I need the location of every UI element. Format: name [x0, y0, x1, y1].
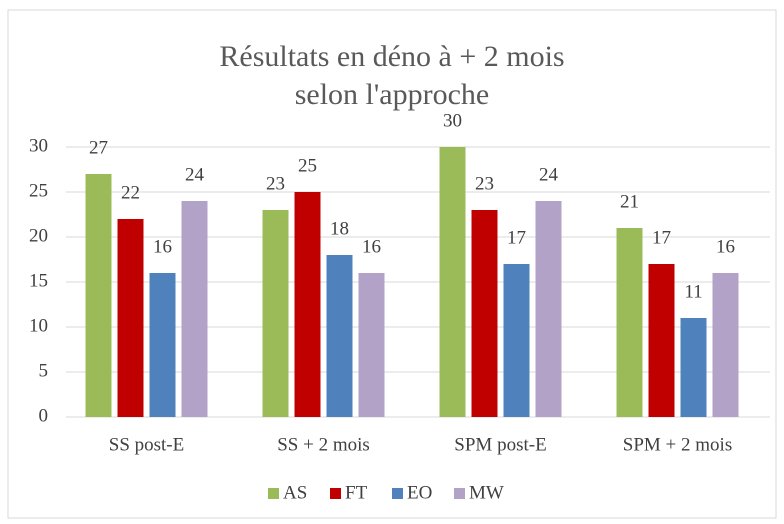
value-label: 25	[298, 155, 317, 176]
value-label: 16	[362, 236, 381, 257]
bar	[181, 201, 208, 417]
legend-label: MW	[469, 482, 504, 503]
y-tick-label: 15	[29, 270, 48, 291]
bar	[648, 264, 675, 417]
y-tick-label: 20	[29, 225, 48, 246]
bar	[616, 228, 643, 417]
value-label: 22	[121, 182, 140, 203]
legend-label: EO	[407, 482, 432, 503]
value-label: 16	[153, 236, 172, 257]
value-label: 24	[539, 164, 559, 185]
legend-swatch	[392, 488, 403, 499]
legend-swatch	[454, 488, 465, 499]
bar	[712, 273, 739, 417]
value-label: 27	[89, 137, 108, 158]
value-label: 30	[443, 110, 462, 131]
chart-title: Résultats en déno à + 2 mois selon l'app…	[219, 40, 565, 111]
value-label: 17	[652, 227, 671, 248]
y-tick-label: 25	[29, 180, 48, 201]
value-label: 23	[266, 173, 285, 194]
y-tick-label: 30	[29, 135, 48, 156]
bar	[117, 219, 144, 417]
x-tick-label: SS post-E	[109, 434, 185, 455]
bar	[680, 318, 707, 417]
bar	[503, 264, 530, 417]
x-tick-label: SPM + 2 mois	[623, 434, 732, 455]
bar	[149, 273, 176, 417]
legend-label: AS	[283, 482, 307, 503]
legend-swatch	[268, 488, 279, 499]
value-label: 21	[620, 191, 639, 212]
bar	[85, 174, 112, 417]
bar	[262, 210, 289, 417]
bar	[326, 255, 353, 417]
y-tick-label: 0	[39, 405, 49, 426]
legend-label: FT	[345, 482, 368, 503]
bar	[439, 147, 466, 417]
x-tick-label: SPM post-E	[454, 434, 546, 455]
value-label: 18	[330, 218, 349, 239]
legend-swatch	[330, 488, 341, 499]
bar	[358, 273, 385, 417]
value-label: 11	[684, 281, 702, 302]
bar	[535, 201, 562, 417]
x-tick-label: SS + 2 mois	[277, 434, 370, 455]
value-label: 23	[475, 173, 494, 194]
y-tick-label: 5	[39, 360, 49, 381]
value-label: 17	[507, 227, 526, 248]
bar	[471, 210, 498, 417]
value-label: 16	[716, 236, 735, 257]
bar	[294, 192, 321, 417]
y-tick-label: 10	[29, 315, 48, 336]
value-label: 24	[185, 164, 205, 185]
